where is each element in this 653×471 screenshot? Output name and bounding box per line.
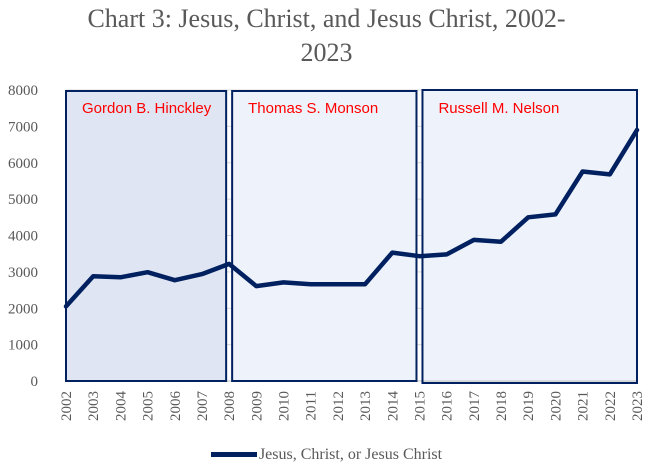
legend-swatch (210, 451, 257, 457)
y-tick-label: 6000 (8, 156, 38, 172)
y-tick-label: 8000 (8, 83, 38, 99)
x-tick-label: 2003 (86, 391, 102, 421)
x-tick-label: 2017 (467, 391, 483, 422)
x-tick-label: 2012 (331, 391, 347, 421)
x-tick-label: 2011 (304, 391, 320, 420)
x-tick-label: 2020 (548, 391, 564, 421)
x-tick-label: 2022 (603, 391, 619, 421)
era-box (422, 90, 637, 383)
y-tick-label: 5000 (8, 192, 38, 208)
chart-title: Chart 3: Jesus, Christ, and Jesus Christ… (87, 4, 566, 67)
y-tick-label: 1000 (8, 338, 38, 354)
x-tick-label: 2007 (195, 391, 211, 422)
era-box (232, 91, 417, 381)
era-label: Thomas S. Monson (248, 100, 378, 117)
era-box-border (65, 90, 228, 382)
x-tick-label: 2021 (576, 391, 592, 421)
x-tick-label: 2010 (277, 391, 293, 421)
x-tick-label: 2009 (249, 391, 265, 421)
x-tick-label: 2023 (630, 391, 646, 421)
x-tick-label: 2008 (222, 391, 238, 421)
era-label: Russell M. Nelson (438, 100, 559, 117)
x-tick-label: 2004 (113, 391, 129, 422)
era-box-border (231, 90, 418, 382)
era-box (66, 91, 227, 381)
x-tick-label: 2019 (521, 391, 537, 421)
era-box-border (421, 89, 638, 384)
y-tick-label: 3000 (8, 265, 38, 281)
legend-label: Jesus, Christ, or Jesus Christ (258, 446, 443, 463)
series-line (63, 127, 640, 309)
x-tick-label: 2015 (412, 391, 428, 421)
y-tick-label: 2000 (8, 301, 38, 317)
era-label: Gordon B. Hinckley (82, 100, 212, 117)
x-tick-label: 2014 (385, 391, 401, 422)
legend: Jesus, Christ, or Jesus Christ (0, 446, 653, 464)
x-tick-label: 2002 (59, 391, 75, 421)
y-tick-label: 7000 (8, 119, 38, 135)
x-tick-label: 2006 (168, 391, 184, 422)
x-tick-label: 2018 (494, 391, 510, 421)
x-tick-label: 2005 (141, 391, 157, 421)
x-tick-label: 2016 (440, 391, 456, 422)
y-tick-label: 0 (31, 374, 39, 390)
x-tick-label: 2013 (358, 391, 374, 421)
y-tick-label: 4000 (8, 229, 38, 245)
